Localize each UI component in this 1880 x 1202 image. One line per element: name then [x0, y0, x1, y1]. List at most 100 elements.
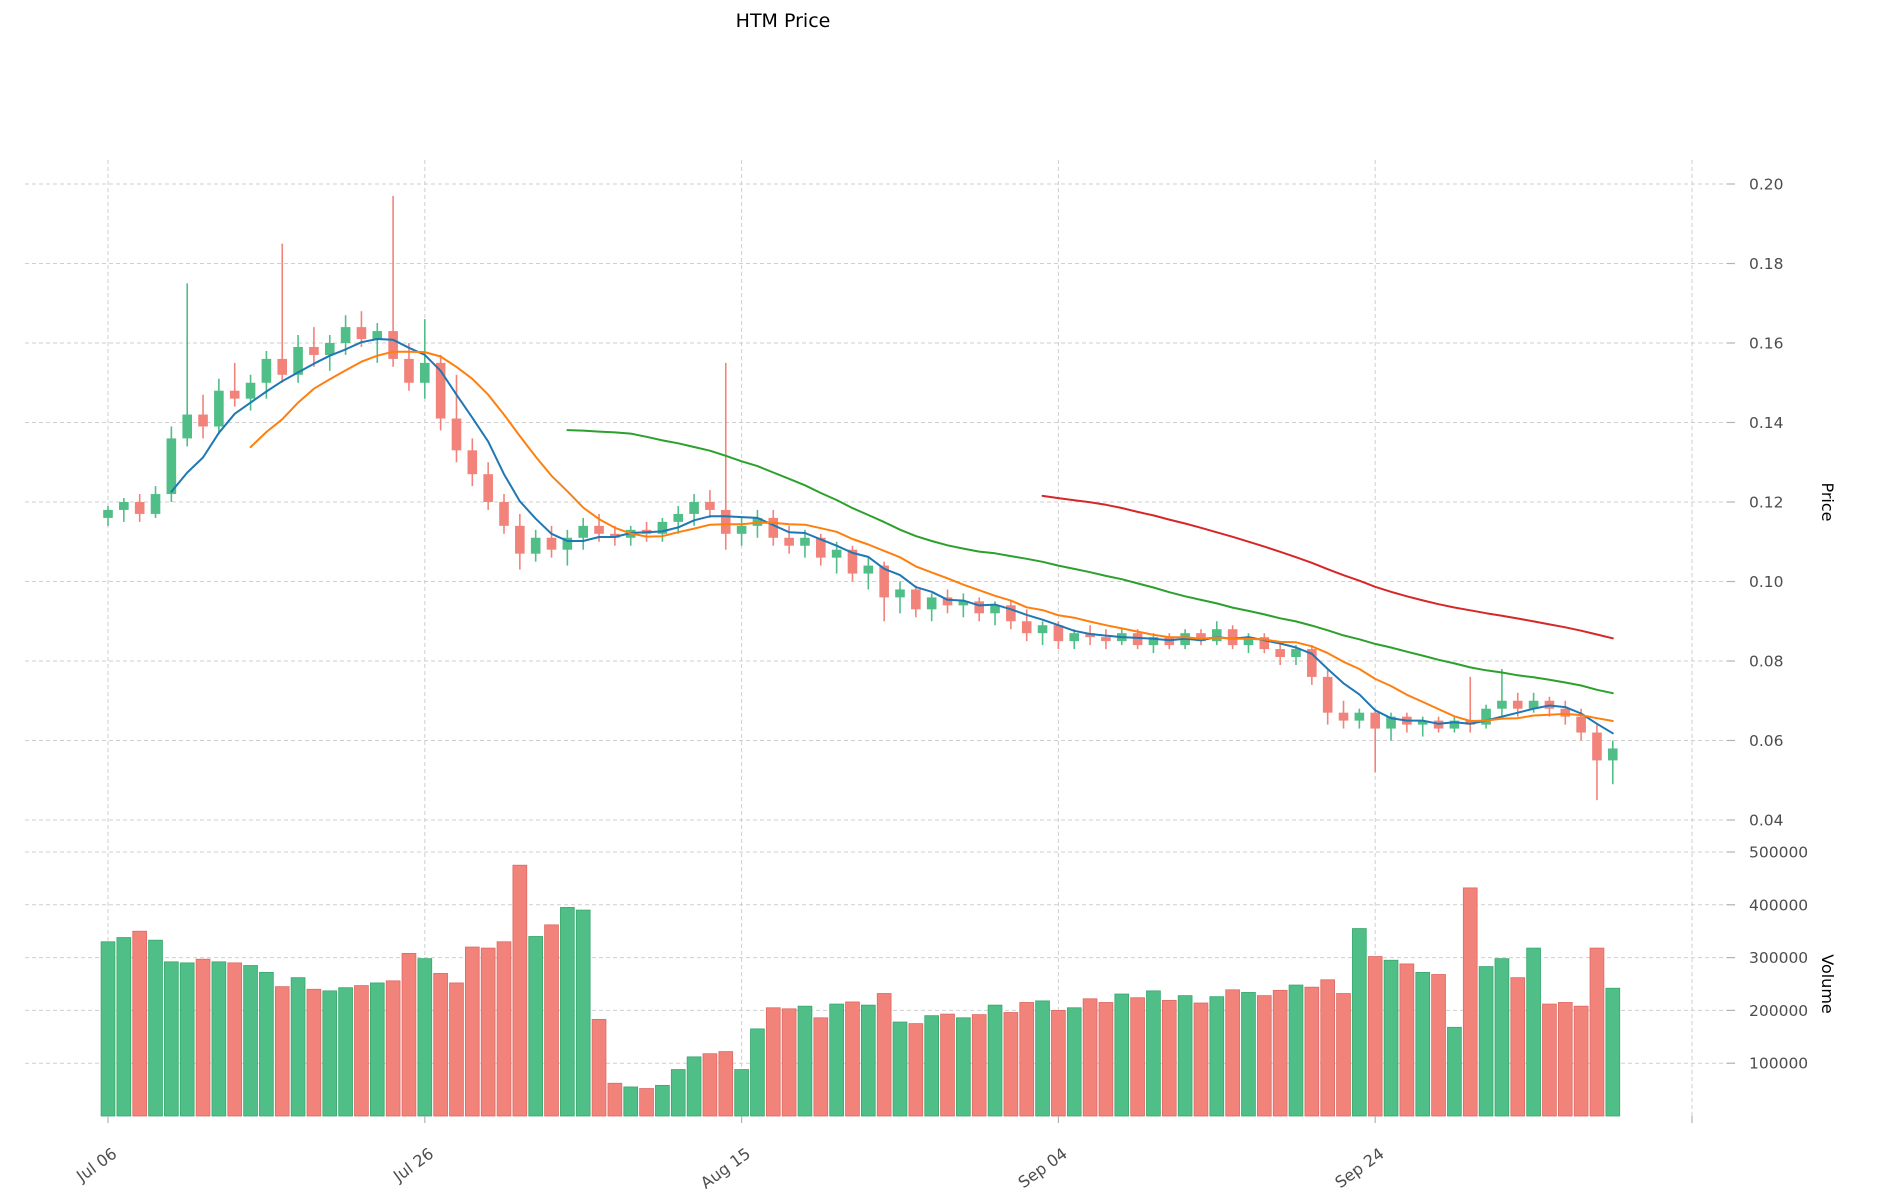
- date-tick-label: Jul 06: [72, 1144, 120, 1186]
- volume-bar: [1241, 992, 1256, 1117]
- candle-body: [467, 450, 478, 475]
- volume-bar: [179, 962, 195, 1117]
- volume-bar: [1003, 1012, 1019, 1117]
- candle-body: [562, 537, 573, 550]
- volume-bar: [940, 1013, 955, 1117]
- candle-body: [1386, 716, 1396, 729]
- volume-bar: [956, 1017, 971, 1117]
- candle-body: [546, 537, 557, 550]
- candle-body: [990, 605, 1000, 614]
- candle-body: [863, 565, 874, 574]
- volume-bar: [670, 1069, 686, 1117]
- candle-body: [1307, 649, 1317, 677]
- candle-body: [1101, 637, 1111, 642]
- volume-bar: [1035, 1000, 1050, 1117]
- volume-bar: [876, 993, 892, 1117]
- candle-body: [926, 597, 937, 610]
- candle-body: [657, 521, 668, 534]
- candle-body: [388, 331, 398, 359]
- volume-bar: [765, 1007, 781, 1117]
- volume-bar: [496, 941, 512, 1117]
- ma-line-ma60: [1041, 494, 1614, 640]
- volume-bar: [1146, 990, 1161, 1117]
- candle-body: [530, 537, 541, 554]
- volume-bar: [274, 986, 290, 1117]
- volume-bars: [100, 864, 1621, 1117]
- candle-body: [1576, 716, 1586, 733]
- candle-body: [768, 517, 779, 538]
- volume-tick-label: 400000: [1749, 896, 1808, 914]
- volume-bar: [338, 987, 353, 1117]
- volume-bar: [1336, 993, 1351, 1117]
- candle-body: [1259, 637, 1270, 650]
- volume-bar: [623, 1086, 639, 1117]
- volume-bar: [480, 947, 496, 1117]
- volume-bar: [908, 1023, 924, 1117]
- volume-bar: [1225, 989, 1240, 1117]
- volume-bar: [1478, 966, 1494, 1117]
- candle-body: [974, 601, 984, 614]
- candle-body: [958, 601, 969, 606]
- candle-body: [1006, 605, 1016, 622]
- volume-bar: [1462, 887, 1478, 1117]
- candle-body: [483, 474, 493, 502]
- candle-body: [594, 525, 604, 534]
- volume-bar: [845, 1001, 860, 1117]
- candle-body: [182, 414, 192, 439]
- price-tick-label: 0.14: [1749, 414, 1784, 432]
- moving-average-lines: [170, 338, 1614, 735]
- volume-bar: [702, 1053, 718, 1117]
- candle-body: [911, 589, 921, 610]
- volume-bar: [100, 941, 116, 1117]
- volume-bar: [1209, 996, 1225, 1117]
- price-tick-label: 0.10: [1749, 573, 1784, 591]
- volume-bar: [655, 1084, 670, 1117]
- volume-bar: [734, 1069, 749, 1117]
- candle-body: [1196, 633, 1206, 642]
- date-tick-label: Jul 26: [389, 1144, 437, 1186]
- volume-bar: [116, 937, 132, 1117]
- candle-body: [1497, 700, 1507, 709]
- candle-body: [372, 331, 383, 340]
- volume-bar: [401, 952, 417, 1117]
- candle-body: [1512, 700, 1523, 709]
- candle-body: [134, 502, 145, 514]
- candle-body: [1354, 712, 1365, 721]
- volume-bar: [544, 924, 559, 1117]
- volume-bar: [750, 1028, 765, 1117]
- date-tick-label: Sep 04: [1015, 1144, 1071, 1192]
- volume-bar: [1082, 998, 1098, 1117]
- candle-body: [1085, 633, 1095, 638]
- candle-body: [515, 525, 525, 554]
- volume-bar: [813, 1017, 829, 1117]
- candle-body: [1132, 633, 1143, 646]
- price-axis-label: Price: [1818, 482, 1837, 521]
- date-tick-label: Aug 15: [697, 1144, 754, 1193]
- volume-bar: [369, 982, 385, 1117]
- volume-bar: [797, 1005, 813, 1117]
- volume-tick-label: 100000: [1749, 1055, 1808, 1073]
- volume-bar: [322, 990, 338, 1117]
- volume-bar: [1130, 997, 1145, 1117]
- gridlines: [25, 160, 1735, 1116]
- volume-bar: [1288, 984, 1304, 1117]
- candle-body: [689, 502, 699, 514]
- candle-body: [720, 509, 731, 534]
- candle-body: [1338, 712, 1349, 721]
- volume-bar: [1542, 1003, 1557, 1117]
- volume-bar: [1272, 989, 1288, 1117]
- volume-bar: [417, 958, 433, 1117]
- volume-bar: [1257, 995, 1272, 1117]
- candle-body: [1069, 633, 1080, 642]
- candle-body: [1243, 637, 1254, 646]
- chart-title: HTM Price: [735, 10, 831, 32]
- ma-line-ma10: [249, 350, 1614, 722]
- price-tick-label: 0.04: [1749, 812, 1784, 830]
- volume-bar: [718, 1051, 734, 1117]
- volume-bar: [1177, 995, 1193, 1117]
- volume-bar: [987, 1004, 1003, 1117]
- candle-body: [420, 362, 430, 383]
- volume-bar: [1589, 947, 1605, 1117]
